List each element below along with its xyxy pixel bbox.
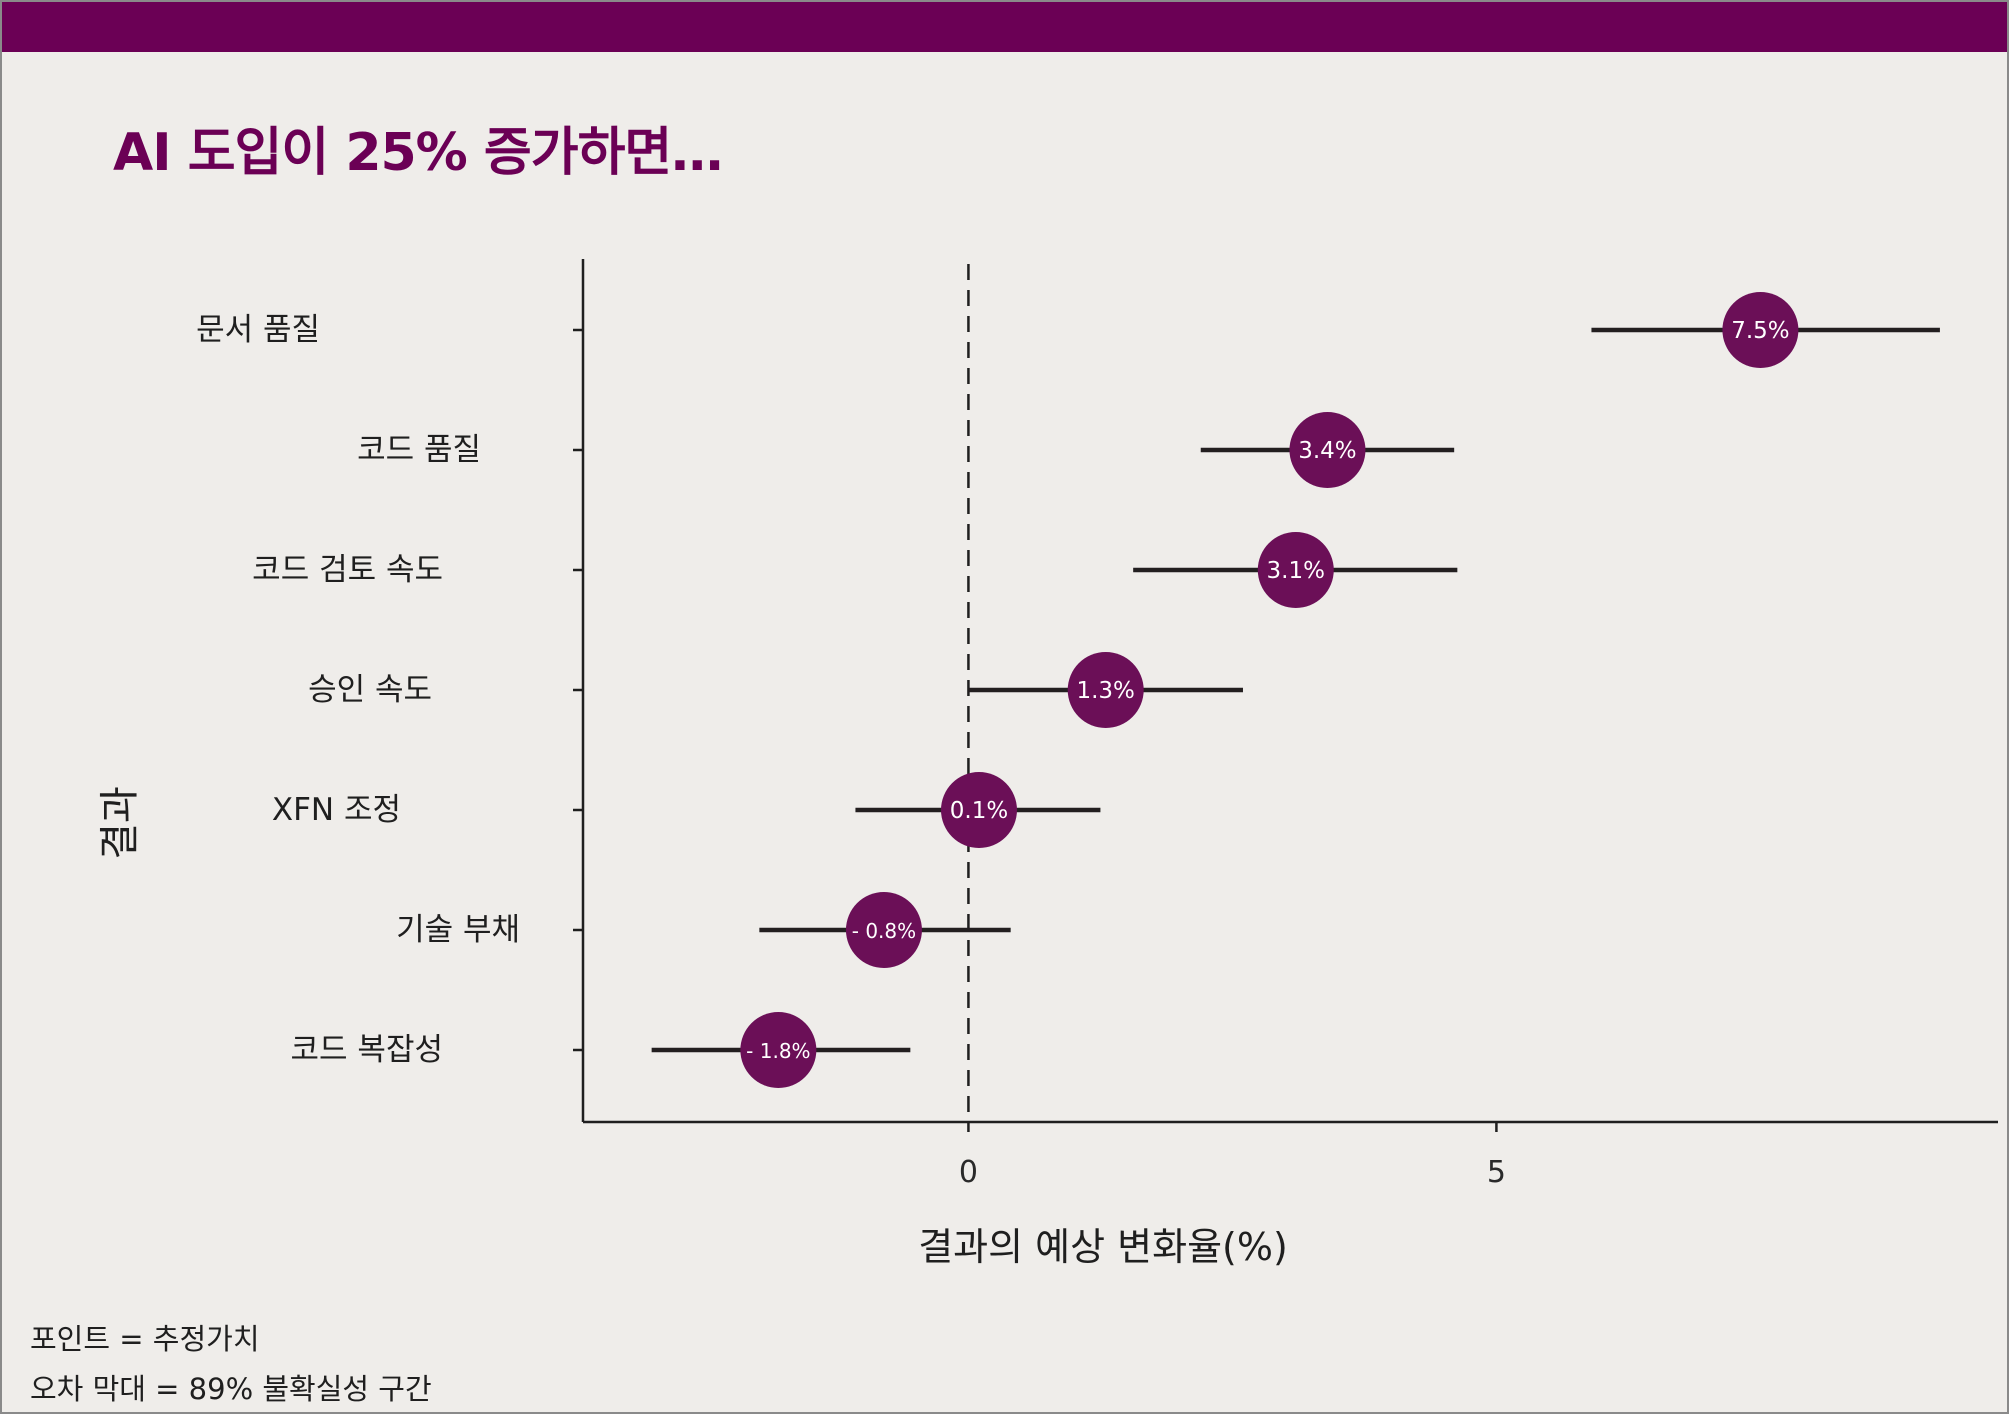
category-label: 문서 품질	[196, 312, 320, 348]
note-error-bar: 오차 막대 = 89% 불확실성 구간	[30, 1372, 432, 1406]
y-axis-title: 결과	[97, 786, 143, 860]
x-axis-title: 결과의 예상 변화율(%)	[918, 1225, 1288, 1269]
point-value-label: 3.4%	[1298, 438, 1356, 464]
category-label: 코드 검토 속도	[252, 552, 443, 588]
point-value-label: 3.1%	[1267, 558, 1325, 584]
point-estimate	[740, 1012, 817, 1088]
category-label: 승인 속도	[308, 672, 432, 708]
point-value-label: - 0.8%	[852, 919, 916, 943]
category-label: 코드 복잡성	[291, 1032, 443, 1068]
point-estimate	[940, 772, 1017, 848]
point-estimate	[845, 892, 922, 968]
category-label: 코드 품질	[357, 432, 481, 468]
point-value-label: 7.5%	[1731, 318, 1789, 344]
category-label: XFN 조정	[272, 792, 401, 828]
note-point-estimate: 포인트 = 추정가치	[30, 1322, 260, 1356]
point-estimate	[1722, 292, 1799, 368]
x-tick-label: 0	[959, 1155, 978, 1190]
point-value-label: 0.1%	[950, 798, 1008, 824]
point-value-label: 1.3%	[1076, 678, 1134, 704]
page-title: AI 도입이 25% 증가하면…	[113, 123, 723, 183]
category-label: 기술 부채	[396, 912, 520, 948]
x-tick-label: 5	[1487, 1155, 1506, 1190]
point-value-label: - 1.8%	[746, 1039, 810, 1063]
point-estimate	[1257, 532, 1334, 608]
header-accent-band	[2, 2, 2007, 52]
point-estimate	[1289, 412, 1366, 488]
point-estimate	[1067, 652, 1144, 728]
